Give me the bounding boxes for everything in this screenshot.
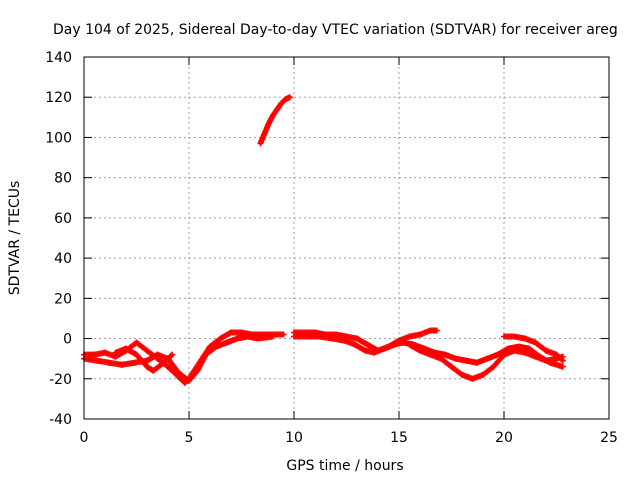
series-track-4 [257, 94, 293, 147]
y-tick-label: -20 [49, 372, 72, 388]
plot-frame [83, 56, 610, 420]
series-track-8 [501, 333, 566, 364]
data-point [286, 94, 293, 101]
data-points-layer [81, 94, 566, 386]
y-tick-label: 120 [45, 90, 72, 106]
series-track-6 [291, 333, 566, 370]
x-tick-label: 5 [185, 430, 194, 446]
grid-layer [84, 57, 609, 419]
data-point [433, 327, 440, 334]
series-track-7 [406, 341, 566, 382]
y-tick-label: 20 [54, 291, 72, 307]
y-tick-label: 60 [54, 211, 72, 227]
data-point [280, 331, 287, 338]
series-track-3 [112, 345, 176, 374]
ticks-layer: -40 -20 0 20 40 60 80 100 120 140 0 5 10 15 20 25 [45, 50, 618, 446]
y-tick-label: -40 [49, 412, 72, 428]
y-axis-label: SDTVAR / TECUs [7, 181, 23, 296]
y-tick-label: 80 [54, 171, 72, 187]
y-tick-label: 40 [54, 251, 72, 267]
data-point [559, 363, 566, 370]
x-axis-label: GPS time / hours [286, 458, 403, 474]
data-point [169, 351, 176, 358]
x-tick-label: 15 [390, 430, 408, 446]
x-tick-label: 0 [80, 430, 89, 446]
data-point [559, 357, 566, 364]
x-tick-label: 10 [285, 430, 303, 446]
data-point [270, 333, 276, 340]
x-tick-label: 20 [495, 430, 513, 446]
y-tick-label: 0 [63, 332, 72, 348]
chart-title: Day 104 of 2025, Sidereal Day-to-day VTE… [53, 22, 618, 38]
x-tick-label: 25 [600, 430, 618, 446]
y-tick-label: 140 [45, 50, 72, 66]
y-tick-label: 100 [45, 130, 72, 146]
